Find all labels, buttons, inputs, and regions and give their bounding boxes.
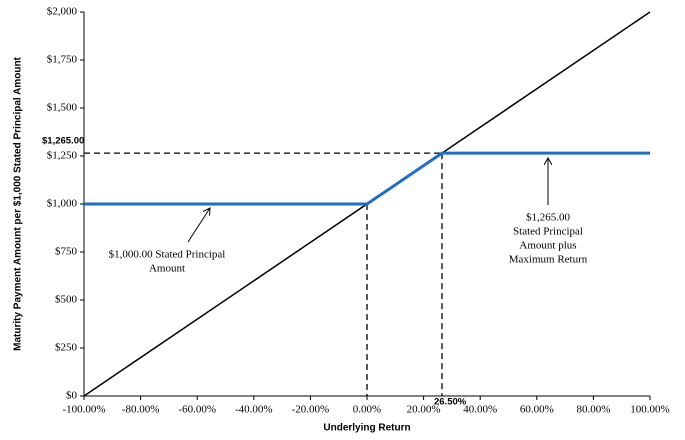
x-tick-label: 60.00%: [520, 404, 554, 416]
y-tick-label: $2,000: [47, 6, 78, 18]
x-tick-label: -60.00%: [178, 404, 216, 416]
x-tick-label: -80.00%: [122, 404, 160, 416]
x-tick-label: -20.00%: [292, 404, 330, 416]
x-tick-label: 0.00%: [353, 404, 381, 416]
y-tick-label: $0: [66, 390, 78, 402]
annotation-text: Stated Principal: [513, 226, 583, 238]
x-tick-label: 100.00%: [630, 404, 669, 416]
series-line: [84, 151, 650, 206]
annotation-text: $1,000.00 Stated Principal: [109, 249, 226, 261]
x-tick-label: 40.00%: [463, 404, 497, 416]
annotation-text: Amount: [149, 263, 185, 275]
y-tick-label: $1,000: [47, 198, 78, 210]
y-tick-label: $1,250: [47, 150, 78, 162]
y-tick-label: $1,500: [47, 102, 78, 114]
annotation-text: Maximum Return: [509, 254, 588, 266]
annotation-text: Amount plus: [519, 240, 576, 252]
y-axis-title: Maturity Payment Amount per $1,000 State…: [13, 56, 24, 350]
y-tick-label: $250: [55, 342, 78, 354]
y-tick-label: $500: [55, 294, 78, 306]
x-tick-label: -100.00%: [62, 404, 105, 416]
x-axis-title: Underlying Return: [323, 423, 410, 434]
reference-label: 26.50%: [434, 397, 467, 408]
annotation-text: $1,265.00: [526, 212, 571, 224]
annotation-arrow: [187, 208, 210, 243]
x-tick-label: 80.00%: [576, 404, 610, 416]
y-tick-label: $1,750: [47, 54, 78, 66]
x-tick-label: 20.00%: [407, 404, 441, 416]
reference-label: $1,265.00: [42, 136, 84, 147]
y-tick-label: $750: [55, 246, 78, 258]
x-tick-label: -40.00%: [235, 404, 273, 416]
